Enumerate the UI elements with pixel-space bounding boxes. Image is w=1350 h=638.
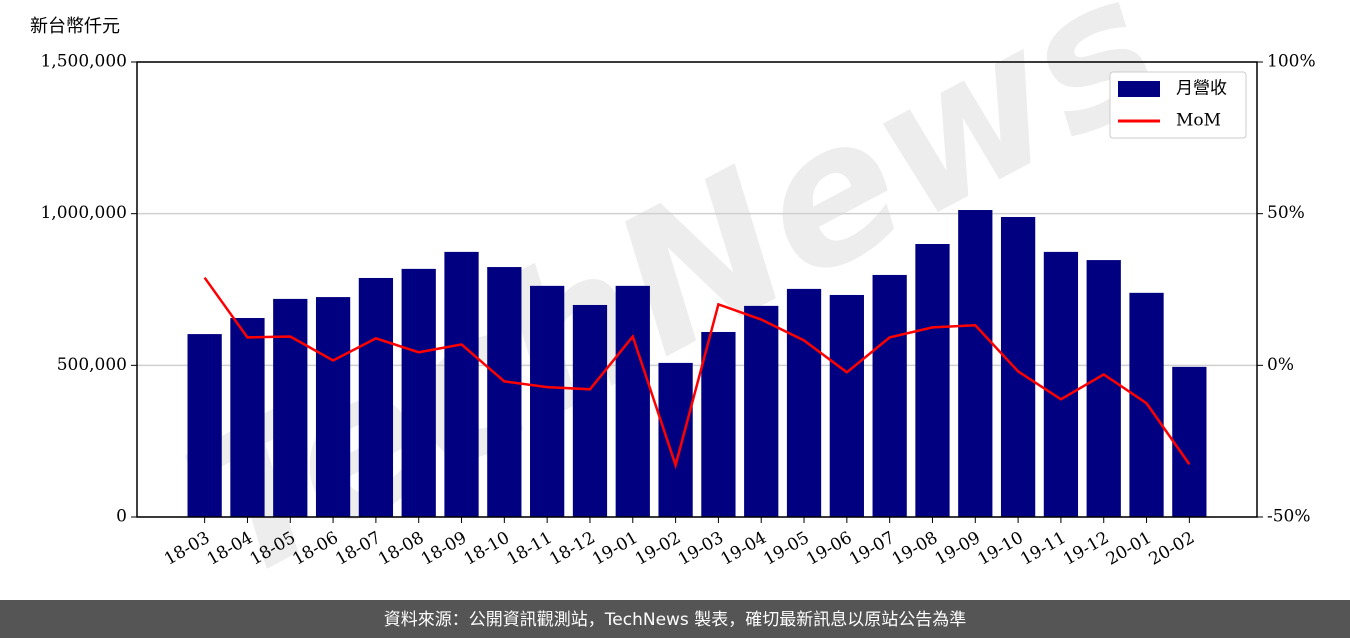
y-tick-label: 1,000,000 (40, 203, 127, 223)
x-tick-label: 18-03 (161, 528, 213, 570)
source-note: 資料來源：公開資訊觀測站，TechNews 製表，確切最新訊息以原站公告為準 (384, 610, 966, 630)
y-axis-label: 新台幣仟元 (30, 16, 120, 37)
bar (1000, 217, 1036, 517)
x-tick-label: 19-03 (675, 528, 727, 570)
bar (615, 285, 650, 517)
plot-frame (136, 61, 1258, 518)
x-tick-label: 19-12 (1060, 528, 1112, 570)
y2-tick-label: 0% (1267, 355, 1294, 375)
x-tick-label: 19-02 (632, 528, 684, 570)
x-tick-label: 19-04 (718, 528, 770, 570)
x-tick-label: 20-01 (1103, 528, 1155, 570)
bar (572, 304, 608, 517)
x-tick-label: 19-11 (1017, 528, 1069, 570)
x-tick-label: 19-01 (589, 528, 641, 570)
footer (0, 600, 1350, 638)
bar (530, 285, 565, 517)
x-tick-label: 19-09 (932, 528, 984, 570)
x-tick-label: 18-11 (503, 528, 555, 570)
legend-swatch (1118, 81, 1160, 97)
bar (444, 251, 479, 518)
x-tick-label: 19-07 (846, 528, 898, 570)
bar (829, 294, 864, 517)
y2-tick-label: 50% (1267, 203, 1305, 223)
bar (358, 277, 394, 517)
bar (401, 268, 436, 517)
y-tick-label: 1,500,000 (40, 52, 127, 72)
bar (273, 298, 308, 517)
bar (658, 362, 693, 517)
line (203, 276, 1191, 470)
bar (187, 334, 222, 517)
bar (315, 297, 351, 517)
y2-tick-label: -50% (1267, 507, 1311, 527)
x-tick-label: 18-12 (546, 528, 598, 570)
bar (1086, 260, 1121, 517)
bar (701, 331, 736, 517)
y-tick-label: 500,000 (57, 355, 127, 375)
legend-label: 月營收 (1176, 79, 1227, 99)
x-tick-label: 19-10 (974, 528, 1026, 570)
bar (744, 305, 779, 517)
bar (1172, 366, 1207, 517)
bar (230, 318, 265, 517)
bar (786, 288, 822, 517)
bar (958, 210, 993, 517)
x-tick-label: 18-10 (461, 528, 513, 570)
bar (487, 267, 522, 517)
y2-tick-label: 100% (1267, 52, 1316, 72)
x-tick-label: 19-05 (760, 528, 812, 570)
bar (915, 244, 950, 517)
x-tick-label: 20-02 (1146, 528, 1198, 570)
x-tick-label: 19-06 (803, 528, 855, 570)
bar (1043, 251, 1079, 518)
x-tick-label: 19-08 (889, 528, 941, 570)
bar (872, 274, 907, 517)
y-tick-label: 0 (116, 507, 127, 527)
legend-label: MoM (1176, 111, 1221, 131)
